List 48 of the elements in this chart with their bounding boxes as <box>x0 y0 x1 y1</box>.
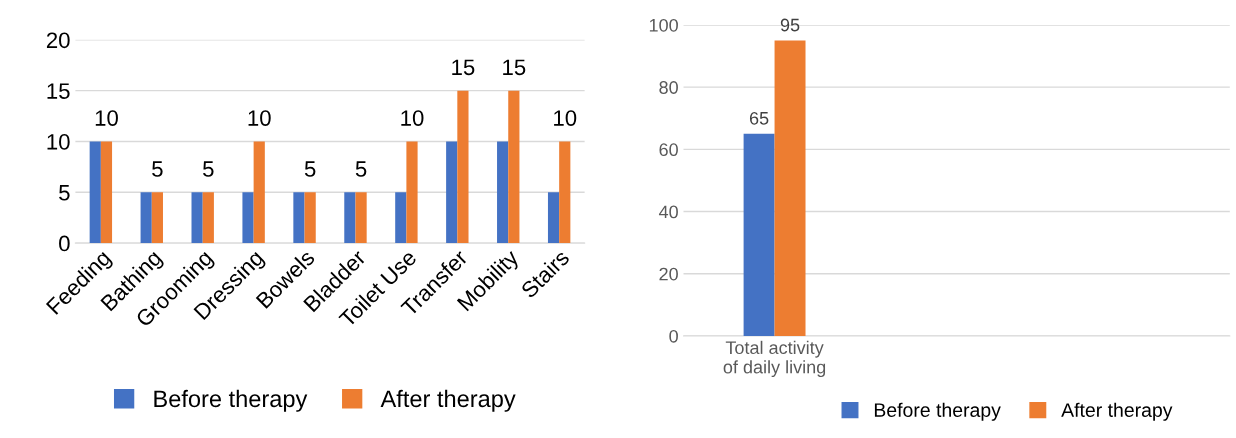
bar <box>547 192 560 244</box>
bar <box>253 141 265 244</box>
bar <box>151 192 163 244</box>
bar <box>242 192 254 244</box>
x-tick-label: Total activity of daily living <box>723 340 826 378</box>
legend-label: After therapy <box>1061 402 1173 421</box>
y-tick-label: 100 <box>649 18 678 32</box>
bar <box>304 192 316 244</box>
bar <box>355 192 367 244</box>
legend-label: Before therapy <box>154 389 308 412</box>
data-label: 10 <box>554 110 577 126</box>
bar <box>140 192 152 244</box>
data-label: 95 <box>780 18 800 32</box>
y-tick-label: 5 <box>59 185 70 201</box>
bar <box>202 192 214 244</box>
data-label: 5 <box>355 161 367 177</box>
bar <box>395 192 407 244</box>
y-tick-label: 20 <box>46 32 70 49</box>
data-label: 10 <box>248 110 271 126</box>
data-label: 10 <box>95 110 118 126</box>
bar <box>344 192 356 244</box>
y-tick-label: 40 <box>658 205 678 219</box>
bar <box>446 141 458 244</box>
y-tick-label: 0 <box>669 329 678 343</box>
data-label: 5 <box>152 161 163 177</box>
y-tick-label: 60 <box>659 143 678 157</box>
y-tick-label: 15 <box>47 83 70 99</box>
bar <box>457 90 469 244</box>
legend-label: After therapy <box>380 389 516 412</box>
bar <box>559 141 571 244</box>
bar <box>89 141 101 244</box>
data-label: 65 <box>749 111 769 125</box>
bar <box>191 192 203 244</box>
bar <box>406 141 418 244</box>
data-label: 15 <box>452 59 475 76</box>
bar <box>293 192 305 244</box>
bar <box>508 90 520 244</box>
legend-label: Before therapy <box>874 402 1001 421</box>
data-label: 5 <box>203 161 214 177</box>
bar <box>497 141 509 244</box>
y-tick-label: 10 <box>47 134 70 150</box>
y-tick-label: 80 <box>659 81 678 94</box>
data-label: 5 <box>304 161 316 177</box>
data-label: 10 <box>401 110 424 126</box>
data-label: 15 <box>503 59 526 76</box>
y-tick-label: 20 <box>659 267 678 281</box>
bar <box>100 141 113 244</box>
y-tick-label: 0 <box>59 235 70 252</box>
